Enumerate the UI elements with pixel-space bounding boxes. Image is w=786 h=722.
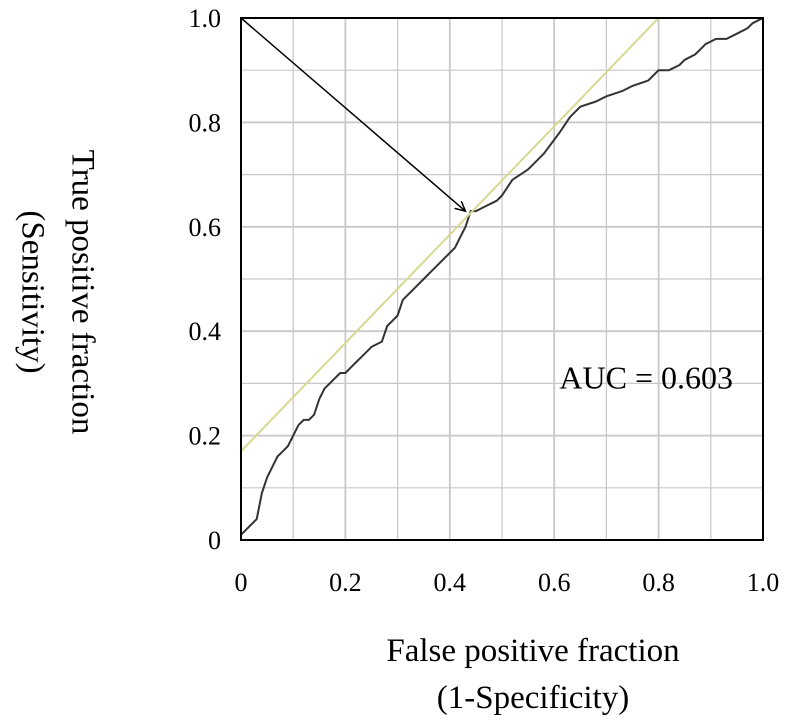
y-tick-label: 0.6: [189, 213, 222, 242]
x-tick-label: 1.0: [747, 568, 780, 597]
grid: [241, 18, 763, 540]
pointer-arrow: [240, 17, 465, 211]
x-axis-title-line: (1-Specificity): [437, 680, 629, 716]
reference-line: [240, 17, 660, 452]
x-tick-label: 0.6: [538, 568, 571, 597]
x-tick-label: 0.4: [434, 568, 467, 597]
auc-annotation: AUC = 0.603: [559, 359, 733, 395]
x-axis-title-line: False positive fraction: [386, 633, 679, 669]
y-axis-title-line: (Sensitivity): [14, 210, 50, 373]
y-tick-label: 0: [208, 526, 221, 555]
y-tick-label: 0.4: [189, 317, 222, 346]
x-tick-label: 0.2: [329, 568, 362, 597]
y-axis-title-line: True positive fraction: [64, 150, 100, 435]
y-tick-label: 0.8: [189, 108, 222, 137]
y-axis-title: True positive fraction (Sensitivity): [14, 150, 100, 435]
plot-frame: [240, 17, 764, 541]
tick-labels: 0 0.2 0.4 0.6 0.8 1.0 0 0.2 0.4 0.6 0.8 1.0: [189, 4, 780, 597]
x-tick-label: 0: [235, 568, 248, 597]
plot-series: [240, 17, 764, 536]
y-tick-label: 0.2: [189, 422, 222, 451]
y-tick-label: 1.0: [189, 4, 222, 33]
x-tick-label: 0.8: [642, 568, 675, 597]
x-axis-title: False positive fraction (1-Specificity): [386, 633, 679, 716]
roc-curve: [240, 17, 764, 536]
